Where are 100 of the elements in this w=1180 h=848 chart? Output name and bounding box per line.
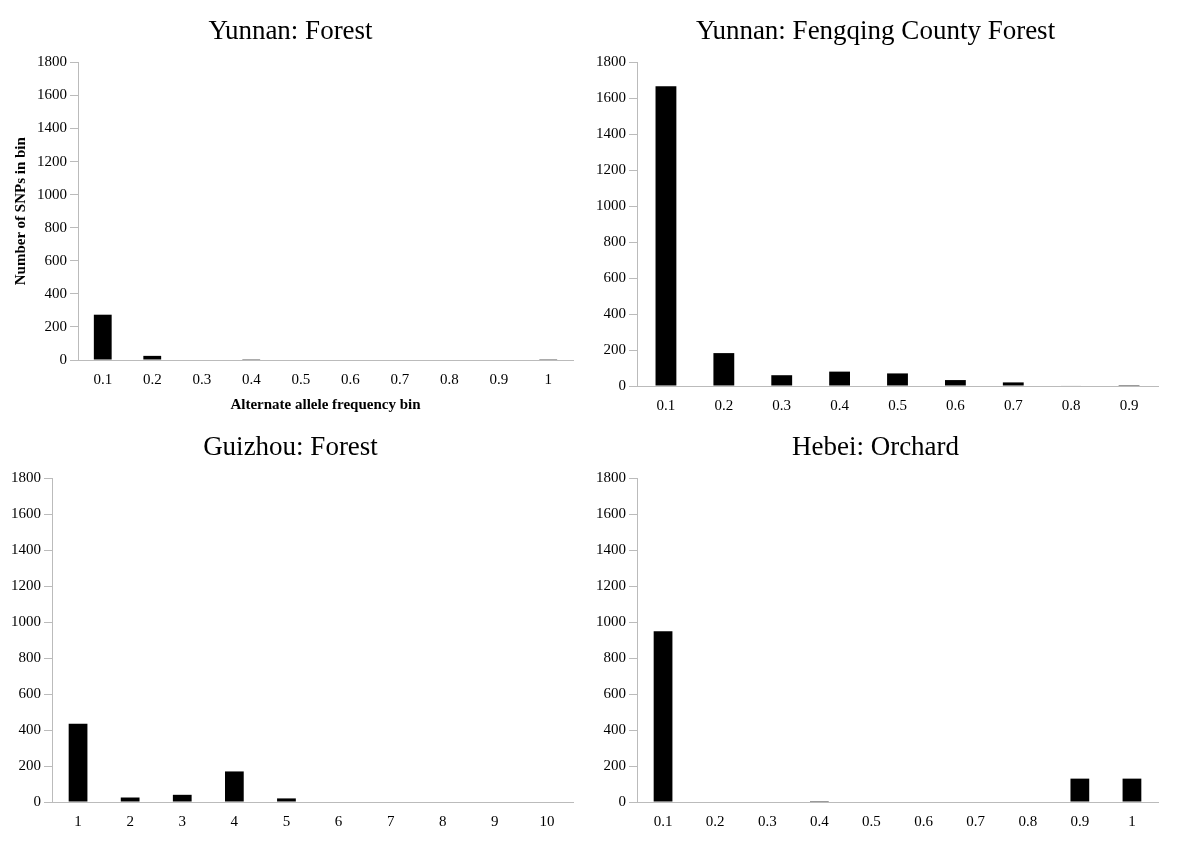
x-tick-label: 0.7 — [1003, 396, 1024, 413]
chart-title: Guizhou: Forest — [203, 431, 379, 462]
y-tick-label: 400 — [44, 284, 67, 301]
y-tick-label: 1200 — [596, 161, 626, 178]
y-tick-label: 1400 — [37, 119, 67, 136]
bar — [829, 371, 851, 386]
x-tick-label: 0.2 — [714, 396, 734, 413]
x-tick-label: 0.4 — [830, 396, 850, 413]
y-tick-label: 200 — [603, 340, 626, 357]
x-tick-label: 0.3 — [757, 812, 777, 829]
y-tick-label: 800 — [603, 233, 626, 250]
y-tick-label: 1200 — [11, 577, 41, 594]
bar — [887, 373, 908, 386]
x-axis-title: Alternate allele frequency bin — [230, 395, 422, 412]
y-tick-label: 1800 — [37, 53, 67, 70]
y-tick-label: 1000 — [11, 613, 41, 630]
bar — [1122, 778, 1142, 802]
x-tick-label: 0.4 — [241, 370, 262, 387]
bar — [68, 723, 88, 802]
y-tick-label: 600 — [44, 251, 67, 268]
chart-title: Yunnan: Forest — [208, 15, 374, 46]
y-axis-title: Number of SNPs in bin — [11, 136, 28, 286]
x-tick-label: 0.8 — [1018, 812, 1038, 829]
x-tick-label: 0.1 — [656, 396, 676, 413]
x-tick-label: 0.1 — [653, 812, 673, 829]
x-tick-label: 1 — [544, 370, 552, 387]
y-tick-label: 0 — [59, 350, 67, 367]
chart-title: Hebei: Orchard — [791, 431, 960, 462]
y-tick-label: 1800 — [11, 469, 41, 486]
x-tick-label: 2 — [126, 812, 134, 829]
chart-title: Yunnan: Fengqing County Forest — [695, 15, 1056, 46]
bar — [277, 798, 296, 802]
y-tick-label: 1400 — [596, 125, 626, 142]
y-tick-label: 400 — [18, 721, 41, 738]
bar — [713, 353, 735, 386]
y-tick-label: 600 — [18, 685, 41, 702]
bar — [1070, 778, 1090, 802]
bar — [653, 631, 673, 802]
x-tick-label: 0.3 — [772, 396, 792, 413]
x-tick-label: 8 — [439, 812, 447, 829]
x-tick-label: 3 — [178, 812, 186, 829]
y-tick-label: 0 — [618, 376, 626, 393]
x-tick-label: 0.3 — [192, 370, 212, 387]
y-tick-label: 400 — [603, 721, 626, 738]
y-tick-label: 800 — [44, 218, 67, 235]
y-tick-label: 1200 — [596, 577, 626, 594]
x-tick-label: 7 — [386, 812, 395, 829]
x-tick-label: 5 — [282, 812, 291, 829]
x-tick-label: 0.9 — [1070, 812, 1090, 829]
x-tick-label: 6 — [334, 812, 343, 829]
y-tick-label: 800 — [18, 649, 41, 666]
y-tick-label: 400 — [603, 305, 626, 322]
y-tick-label: 200 — [18, 756, 41, 773]
y-tick-label: 1000 — [596, 197, 626, 214]
x-tick-label: 0.7 — [390, 370, 410, 387]
bar — [655, 86, 677, 386]
bar — [172, 794, 192, 802]
y-tick-label: 0 — [618, 792, 626, 809]
y-tick-label: 1200 — [37, 152, 67, 169]
bar — [944, 380, 966, 386]
x-tick-label: 0.5 — [862, 812, 881, 829]
bar — [143, 355, 162, 360]
x-tick-label: 0.9 — [489, 370, 509, 387]
x-tick-label: 0.5 — [291, 370, 311, 387]
y-tick-label: 1600 — [37, 86, 67, 103]
bar — [120, 797, 140, 802]
x-tick-label: 0.4 — [809, 812, 830, 829]
y-tick-label: 200 — [44, 317, 67, 334]
x-tick-label: 0.8 — [1061, 396, 1081, 413]
x-tick-label: 1 — [1128, 812, 1136, 829]
x-tick-label: 0.8 — [439, 370, 459, 387]
y-tick-label: 1600 — [11, 505, 41, 522]
x-tick-label: 0.6 — [340, 370, 361, 387]
x-tick-label: 0.6 — [946, 396, 966, 413]
x-tick-label: 0.9 — [1119, 396, 1139, 413]
y-tick-label: 1000 — [37, 185, 67, 202]
x-tick-label: 9 — [491, 812, 499, 829]
x-tick-label: 0.2 — [142, 370, 162, 387]
x-tick-label: 0.6 — [914, 812, 934, 829]
y-tick-label: 1400 — [596, 541, 626, 558]
y-tick-label: 1600 — [596, 505, 626, 522]
y-tick-label: 200 — [603, 756, 626, 773]
x-tick-label: 0.1 — [93, 370, 113, 387]
x-tick-label: 0.7 — [966, 812, 986, 829]
bar — [93, 314, 112, 360]
y-tick-label: 600 — [603, 269, 626, 286]
y-tick-label: 1600 — [596, 89, 626, 106]
y-tick-label: 1800 — [596, 53, 626, 70]
x-tick-label: 1 — [74, 812, 82, 829]
y-tick-label: 600 — [603, 685, 626, 702]
y-tick-label: 1800 — [596, 469, 626, 486]
x-tick-label: 10 — [539, 812, 555, 829]
y-tick-label: 800 — [603, 649, 626, 666]
x-tick-label: 0.2 — [705, 812, 725, 829]
x-tick-label: 4 — [230, 812, 239, 829]
y-tick-label: 1000 — [596, 613, 626, 630]
bar — [224, 771, 244, 802]
bar — [1002, 382, 1024, 386]
y-tick-label: 0 — [33, 792, 41, 809]
x-tick-label: 0.5 — [888, 396, 907, 413]
